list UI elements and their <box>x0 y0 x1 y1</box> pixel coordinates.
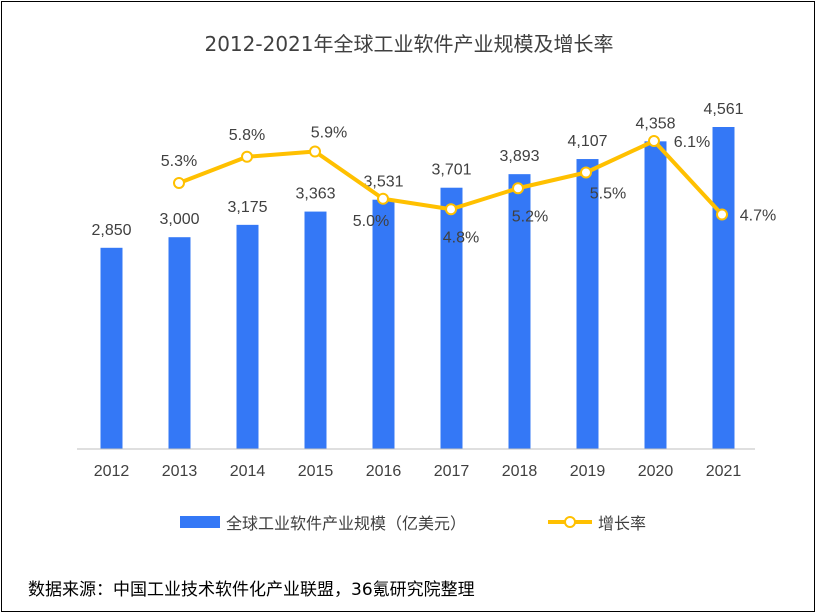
growth-rate-point <box>716 208 728 221</box>
bar-value-label: 3,893 <box>499 148 539 165</box>
growth-rate-label: 5.5% <box>590 186 626 203</box>
bar-value-label: 2,850 <box>91 222 131 239</box>
bar-value-label: 4,358 <box>635 115 675 132</box>
bar-2016 <box>372 199 395 449</box>
bar-2017 <box>440 187 463 449</box>
legend-label-bars: 全球工业软件产业规模（亿美元） <box>226 514 467 533</box>
bar-value-label: 3,701 <box>431 162 471 179</box>
growth-rate-point <box>580 166 592 179</box>
growth-rate-point <box>241 150 253 163</box>
growth-rate-point <box>309 145 321 158</box>
x-tick-label: 2015 <box>298 463 334 480</box>
x-tick-label: 2013 <box>162 463 198 480</box>
x-tick-label: 2014 <box>230 463 266 480</box>
growth-rate-label: 5.8% <box>229 127 265 144</box>
bar-value-label: 3,531 <box>363 174 403 191</box>
bar-2014 <box>236 224 259 449</box>
x-tick-label: 2017 <box>434 463 470 480</box>
x-tick-label: 2019 <box>570 463 606 480</box>
growth-rate-label: 6.1% <box>674 134 710 151</box>
x-tick-label: 2016 <box>366 463 402 480</box>
growth-rate-label: 5.2% <box>512 208 548 225</box>
bar-2020 <box>644 141 667 449</box>
legend-item-bars: 全球工业软件产业规模（亿美元） <box>180 510 466 534</box>
bar-2019 <box>576 159 599 449</box>
growth-rate-point <box>445 203 457 216</box>
legend-swatch-line <box>548 515 592 529</box>
bar-2012 <box>100 247 123 449</box>
growth-rate-label: 4.7% <box>740 208 776 225</box>
growth-rate-label: 5.9% <box>311 125 347 142</box>
legend-item-line: 增长率 <box>548 510 646 534</box>
bar-2021 <box>712 127 735 449</box>
bar-value-label: 3,175 <box>227 199 267 216</box>
growth-rate-point <box>377 192 389 205</box>
growth-rate-point <box>512 182 524 195</box>
growth-rate-point <box>173 177 185 189</box>
legend-swatch-bar <box>180 516 220 528</box>
growth-rate-point <box>648 135 660 147</box>
legend-label-line: 增长率 <box>598 514 647 533</box>
bar-value-label: 4,561 <box>703 101 743 118</box>
bar-value-label: 4,107 <box>567 133 607 150</box>
chart-title: 2012-2021年全球工业软件产业规模及增长率 <box>204 32 614 56</box>
growth-rate-label: 4.8% <box>443 229 479 246</box>
growth-rate-label: 5.0% <box>353 213 389 230</box>
x-tick-label: 2021 <box>706 463 742 480</box>
source-note: 数据来源：中国工业技术软件化产业联盟，36氪研究院整理 <box>28 580 475 600</box>
bar-2015 <box>304 211 327 449</box>
bar-2018 <box>508 174 531 449</box>
legend: 全球工业软件产业规模（亿美元） 增长率 <box>0 508 818 534</box>
x-tick-label: 2018 <box>502 463 538 480</box>
growth-rate-label: 5.3% <box>161 153 197 170</box>
x-tick-label: 2012 <box>94 463 130 480</box>
chart-plot: 2012 2013 2014 2015 2016 2017 2018 2019 2020 2021… <box>77 101 776 480</box>
bar-value-label: 3,000 <box>159 211 199 228</box>
bar-2013 <box>168 237 191 449</box>
bar-value-label: 3,363 <box>295 186 335 203</box>
x-tick-label: 2020 <box>638 463 674 480</box>
